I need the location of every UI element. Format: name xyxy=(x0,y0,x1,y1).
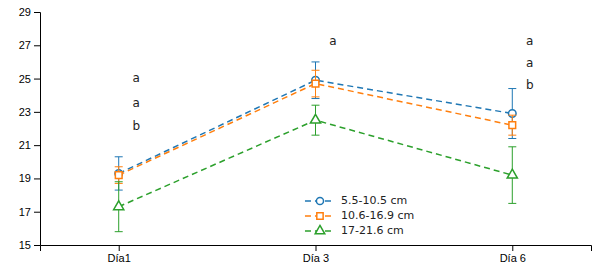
y-tick: 15 xyxy=(19,239,40,251)
series xyxy=(115,62,517,190)
point xyxy=(509,122,516,129)
error-bar xyxy=(312,70,320,97)
error-bar-cap xyxy=(508,88,516,89)
y-tick-mark xyxy=(34,145,40,146)
y-tick-mark xyxy=(34,245,40,246)
x-axis: Día1 Día 3 Día 6 xyxy=(41,245,592,264)
legend-marker xyxy=(317,213,323,219)
annotation: a xyxy=(329,34,336,48)
y-tick-label: 17 xyxy=(19,206,31,218)
error-bar xyxy=(508,115,516,135)
error-bar-cap xyxy=(508,146,516,147)
error-bar-cap xyxy=(115,166,123,167)
error-bar-cap xyxy=(115,181,123,182)
annotations: aabaaab xyxy=(132,34,533,133)
legend-item: 10.6-16.9 cm xyxy=(305,209,414,222)
error-bar xyxy=(312,62,320,99)
y-axis-line xyxy=(34,13,41,246)
y-tick-mark xyxy=(34,12,40,13)
point xyxy=(115,172,122,179)
legend-item: 17-21.6 cm xyxy=(305,224,404,237)
error-bar xyxy=(115,167,123,184)
error-bar-cap xyxy=(312,98,320,99)
annotation: a xyxy=(132,71,139,85)
series-line xyxy=(119,84,513,176)
y-tick-label: 15 xyxy=(19,239,31,251)
y-tick-mark xyxy=(34,112,40,113)
y-axis: 15 17 19 21 23 25 27 29 xyxy=(19,6,41,251)
x-tick: Día 6 xyxy=(500,245,526,264)
annotation: b xyxy=(526,78,534,92)
y-tick-label: 27 xyxy=(19,39,31,51)
y-tick-mark xyxy=(34,79,40,80)
point xyxy=(507,169,517,178)
y-tick: 27 xyxy=(19,39,40,51)
y-tick: 23 xyxy=(19,106,40,118)
x-tick-mark xyxy=(119,245,120,251)
chart: 1517192123252729Día1Día 3Día 6aabaaab5.5… xyxy=(0,0,607,273)
error-bar-cap xyxy=(508,138,516,139)
error-bar-cap xyxy=(508,203,516,204)
error-bar-cap xyxy=(115,156,123,157)
y-tick-label: 23 xyxy=(19,106,31,118)
point xyxy=(114,201,124,210)
plot: 1517192123252729Día1Día 3Día 6aabaaab5.5… xyxy=(19,6,592,264)
x-tick-label: Día 6 xyxy=(500,252,526,264)
error-bar-cap xyxy=(312,70,320,71)
x-tick: Día1 xyxy=(108,245,131,264)
y-tick-mark xyxy=(34,212,40,213)
error-bar-cap xyxy=(508,135,516,136)
error-bar-cap xyxy=(508,115,516,116)
x-axis-line xyxy=(41,246,592,252)
x-tick-mark xyxy=(316,245,317,251)
annotation: a xyxy=(132,96,139,110)
y-tick: 17 xyxy=(19,206,40,218)
annotation: a xyxy=(526,34,533,48)
series xyxy=(114,105,518,231)
point xyxy=(312,80,319,87)
x-tick: Día 3 xyxy=(303,245,329,264)
y-tick-label: 19 xyxy=(19,172,31,184)
error-bar-cap xyxy=(312,105,320,106)
error-bar xyxy=(508,89,516,139)
legend: 5.5-10.5 cm 10.6-16.9 cm 17-21.6 cm xyxy=(305,194,414,237)
error-bar-cap xyxy=(312,61,320,62)
error-bar-cap xyxy=(312,135,320,136)
error-bar-cap xyxy=(115,231,123,232)
x-tick-label: Día 3 xyxy=(303,252,329,264)
point xyxy=(310,114,320,123)
y-tick: 29 xyxy=(19,6,40,18)
legend-label: 5.5-10.5 cm xyxy=(341,194,407,207)
annotation: a xyxy=(526,56,533,70)
y-tick: 21 xyxy=(19,139,40,151)
error-bar-cap xyxy=(312,96,320,97)
legend-item: 5.5-10.5 cm xyxy=(305,194,407,207)
legend-label: 10.6-16.9 cm xyxy=(341,209,414,222)
y-tick-label: 25 xyxy=(19,73,31,85)
legend-marker xyxy=(315,225,325,233)
y-tick-label: 21 xyxy=(19,139,31,151)
legend-marker xyxy=(316,197,323,204)
y-tick-label: 29 xyxy=(19,6,31,18)
x-tick-mark xyxy=(512,245,513,251)
y-tick-mark xyxy=(34,178,40,179)
legend-label: 17-21.6 cm xyxy=(341,224,404,237)
y-tick: 19 xyxy=(19,172,40,184)
x-tick-label: Día1 xyxy=(108,252,131,264)
marks xyxy=(114,62,518,232)
series xyxy=(115,70,517,183)
y-tick-mark xyxy=(34,45,40,46)
annotation: b xyxy=(132,119,140,133)
y-tick: 25 xyxy=(19,73,40,85)
